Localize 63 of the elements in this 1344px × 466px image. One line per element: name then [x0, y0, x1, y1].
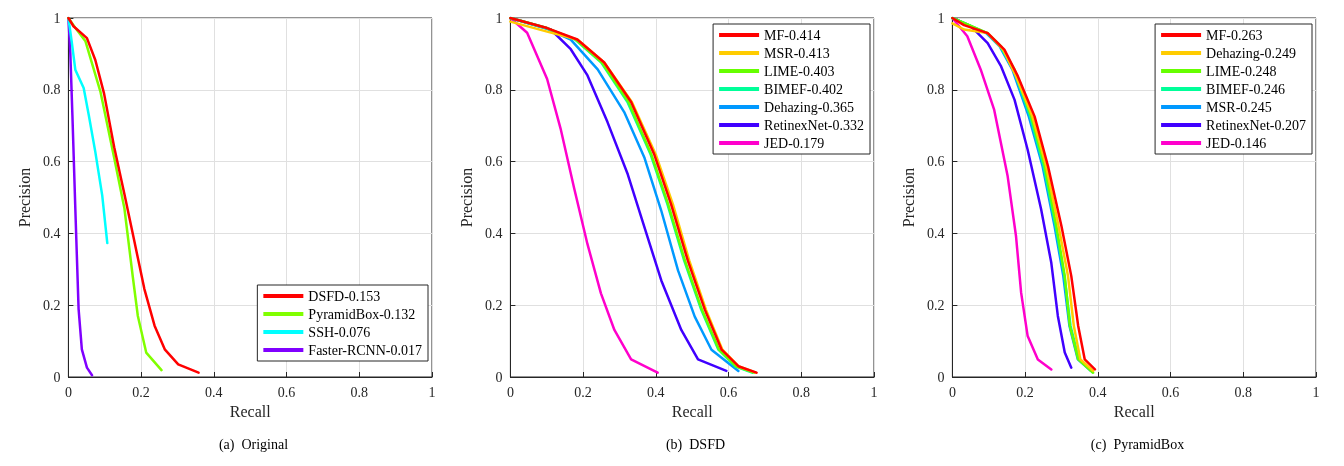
x-tick-label: 0.8	[350, 384, 369, 400]
x-tick-label: 0.6	[1161, 384, 1180, 400]
y-tick-label: 0.4	[926, 225, 945, 241]
x-tick-label: 0.4	[205, 384, 223, 400]
x-tick-label: 0.4	[1089, 384, 1107, 400]
x-tick-label: 0	[64, 384, 72, 400]
x-tick-label: 0.2	[132, 384, 150, 400]
legend-label: RetinexNet-0.332	[764, 117, 864, 133]
x-tick-label: 0.6	[719, 384, 738, 400]
x-tick-label: 0.2	[1016, 384, 1034, 400]
y-axis-title: Precision	[899, 167, 917, 228]
legend-label: LIME-0.248	[1206, 63, 1277, 79]
y-tick-label: 1	[53, 10, 61, 26]
y-tick-label: 0.8	[42, 82, 61, 98]
legend-label: PyramidBox-0.132	[308, 306, 416, 322]
x-axis-title: Recall	[229, 403, 272, 421]
y-tick-label: 0.2	[42, 297, 61, 313]
legend-label: MSR-0.413	[764, 45, 830, 61]
x-tick-label: 0	[948, 384, 956, 400]
legend-label: BIMEF-0.402	[764, 81, 844, 97]
x-tick-label: 0	[506, 384, 514, 400]
y-tick-label: 0	[495, 369, 503, 385]
legend-label: JED-0.179	[764, 135, 825, 151]
legend-label: MSR-0.245	[1206, 99, 1272, 115]
y-tick-label: 1	[495, 10, 503, 26]
y-tick-label: 0.6	[484, 154, 503, 170]
text: (c) PyramidBox	[1090, 436, 1185, 453]
y-tick-label: 0.6	[926, 154, 945, 170]
x-tick-label: 0.2	[574, 384, 592, 400]
legend-label: BIMEF-0.246	[1206, 81, 1286, 97]
x-axis-title: Recall	[671, 403, 714, 421]
y-tick-label: 1	[937, 10, 945, 26]
legend-label: Faster-RCNN-0.017	[308, 342, 422, 358]
y-tick-label: 0.8	[484, 82, 503, 98]
y-tick-label: 0.4	[484, 225, 503, 241]
text: (b) DSFD	[665, 436, 726, 453]
y-tick-label: 0.2	[484, 297, 503, 313]
legend-label: SSH-0.076	[308, 324, 371, 340]
text: (a) Original	[218, 436, 289, 453]
y-tick-label: 0.8	[926, 82, 945, 98]
x-tick-label: 0.6	[277, 384, 296, 400]
y-tick-label: 0.2	[926, 297, 945, 313]
y-tick-label: 0	[937, 369, 945, 385]
legend-label: MF-0.263	[1206, 27, 1263, 43]
legend-label: Dehazing-0.365	[764, 99, 854, 115]
y-axis-title: Precision	[15, 167, 33, 228]
legend-label: Dehazing-0.249	[1206, 45, 1296, 61]
x-tick-label: 1	[428, 384, 436, 400]
y-tick-label: 0.6	[42, 154, 61, 170]
x-axis-title: Recall	[1113, 403, 1156, 421]
x-tick-label: 1	[1312, 384, 1320, 400]
x-tick-label: 0.8	[1234, 384, 1253, 400]
legend-label: LIME-0.403	[764, 63, 835, 79]
legend-label: DSFD-0.153	[308, 288, 381, 304]
x-tick-label: 0.4	[647, 384, 665, 400]
y-tick-label: 0	[53, 369, 61, 385]
legend-label: MF-0.414	[764, 27, 821, 43]
legend-label: JED-0.146	[1206, 135, 1267, 151]
y-axis-title: Precision	[457, 167, 475, 228]
legend-label: RetinexNet-0.207	[1206, 117, 1306, 133]
x-tick-label: 1	[870, 384, 878, 400]
x-tick-label: 0.8	[792, 384, 811, 400]
y-tick-label: 0.4	[42, 225, 61, 241]
